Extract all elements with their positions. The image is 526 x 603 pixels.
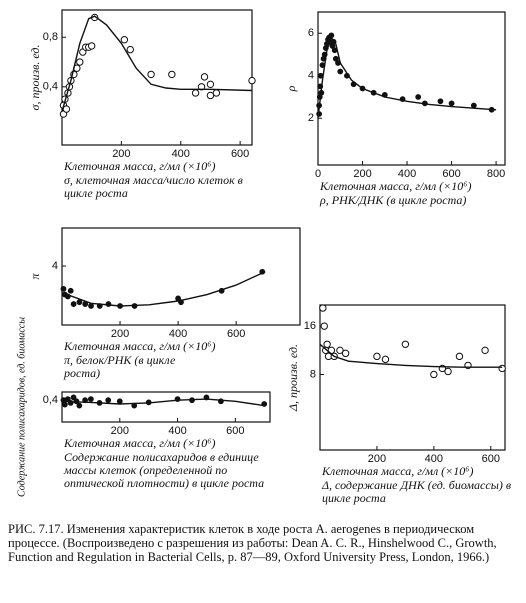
x-axis-label: Клеточная масса, г/мл (×10⁶) <box>63 339 215 353</box>
data-point <box>212 89 221 97</box>
data-point <box>323 340 331 348</box>
x-tick-label: 600 <box>227 328 245 340</box>
data-point <box>320 322 328 330</box>
data-point <box>200 73 209 81</box>
plot-frame <box>319 304 506 451</box>
y-tick-label: 8 <box>310 368 316 380</box>
fit-curve <box>61 398 265 407</box>
data-point <box>105 397 112 404</box>
y-tick-label: 0,8 <box>43 31 58 43</box>
data-point <box>206 80 215 89</box>
data-point <box>70 394 77 401</box>
data-point <box>88 303 94 309</box>
data-point <box>470 102 477 109</box>
x-tick-label: 200 <box>353 168 371 180</box>
plot-frame <box>317 11 506 166</box>
data-point <box>206 91 215 100</box>
y-axis-label: Содержание полисахаридов, ед. биомассы <box>16 317 27 497</box>
x-tick-label: 800 <box>487 168 505 180</box>
data-point <box>336 346 344 355</box>
data-point <box>62 105 71 113</box>
chart-caption: Δ, содержание ДНК (ед. биомассы) в цикле… <box>322 478 512 505</box>
fit-curve <box>319 343 503 368</box>
data-point <box>448 100 455 107</box>
data-point <box>76 58 84 66</box>
x-tick-label: 200 <box>111 328 129 340</box>
y-tick-label: 2 <box>308 112 314 124</box>
y-tick-label: 6 <box>308 27 314 39</box>
data-point <box>415 94 422 100</box>
y-tick-label: 4 <box>308 70 314 82</box>
x-tick-label: 600 <box>226 425 244 437</box>
data-point <box>455 352 464 361</box>
data-point <box>498 364 506 373</box>
y-tick-label: 16 <box>304 320 316 332</box>
data-point <box>373 352 381 361</box>
x-tick-label: 0 <box>315 168 321 180</box>
data-point <box>337 68 344 75</box>
x-tick-label: 200 <box>111 425 129 437</box>
x-tick-label: 600 <box>442 168 460 180</box>
x-axis-label: Клеточная масса, г/мл (×10⁶) <box>63 159 215 173</box>
data-point <box>168 70 176 79</box>
x-tick-label: 400 <box>168 425 186 437</box>
x-tick-label: 400 <box>169 328 187 340</box>
fit-curve <box>61 15 253 112</box>
x-tick-label: 400 <box>425 453 443 465</box>
data-point <box>430 370 438 379</box>
data-point <box>191 89 200 97</box>
data-point <box>61 401 68 408</box>
data-point <box>87 396 94 402</box>
fit-curve <box>317 35 497 119</box>
data-point <box>444 367 452 376</box>
x-tick-label: 200 <box>368 453 386 465</box>
x-axis-label: Клеточная масса, г/мл (×10⁶) <box>63 436 215 450</box>
data-point <box>60 285 67 292</box>
y-axis-label: ρ <box>284 85 298 92</box>
y-tick-label: 0,4 <box>43 394 58 406</box>
x-tick-label: 400 <box>398 168 416 180</box>
plot-frame <box>61 391 271 423</box>
x-axis-label: Клеточная масса, г/мл (×10⁶) <box>321 464 473 478</box>
y-axis-label: σ, произв. ед. <box>28 45 42 111</box>
data-point <box>401 340 410 348</box>
data-point <box>248 76 256 85</box>
data-point <box>437 98 444 105</box>
data-point <box>67 287 74 294</box>
chart-caption: ρ, РНК/ДНК (в цикле роста) <box>320 193 467 207</box>
chart-caption: σ, клеточная масса/число клеток в цикле … <box>64 173 243 200</box>
plot-frame <box>61 227 301 326</box>
x-axis-label: Клеточная масса, г/мл (×10⁶) <box>319 179 471 193</box>
data-point <box>126 45 134 54</box>
data-point <box>70 301 77 307</box>
x-tick-label: 200 <box>112 148 130 160</box>
figure-caption: РИС. 7.17. Изменения характеристик клето… <box>8 522 497 564</box>
data-point <box>116 398 123 405</box>
data-point <box>76 402 83 409</box>
plot-frame <box>61 9 253 146</box>
y-tick-label: 4 <box>52 260 58 272</box>
x-tick-label: 600 <box>482 453 500 465</box>
data-point <box>481 346 489 355</box>
chart-caption: Содержание полисахаридов в единице массы… <box>64 450 265 490</box>
chart-caption: π, белок/РНК (в цикле роста) <box>64 353 176 380</box>
fit-curve <box>61 271 266 307</box>
data-point <box>341 349 350 358</box>
y-axis-label: Δ, произв. ед. <box>286 344 300 412</box>
data-point <box>120 36 129 44</box>
data-point <box>147 70 155 79</box>
data-point <box>87 42 96 50</box>
data-point <box>381 355 390 364</box>
charts: 200 400 600 0,4 0,8 Клеточная масса, г/мл (×1… <box>16 9 506 497</box>
x-tick-label: 600 <box>231 148 249 160</box>
data-point <box>319 304 327 312</box>
x-tick-label: 400 <box>172 148 190 160</box>
y-tick-label: 0,4 <box>43 81 58 93</box>
y-axis-label: π <box>28 273 42 280</box>
data-point <box>76 299 83 306</box>
